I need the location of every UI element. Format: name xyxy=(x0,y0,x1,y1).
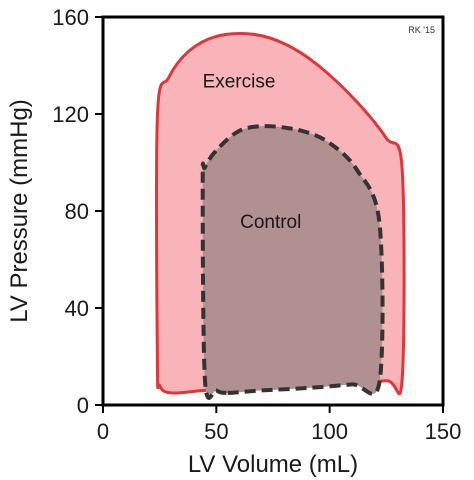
y-tick-label: 120 xyxy=(52,102,89,127)
x-axis-label: LV Volume (mL) xyxy=(188,451,358,478)
exercise-label: Exercise xyxy=(203,71,276,92)
y-tick-label: 40 xyxy=(65,296,89,321)
axis-ticks: 0 50 100 150 0 40 80 120 160 xyxy=(52,5,461,444)
x-tick-label: 0 xyxy=(97,419,109,444)
y-tick-label: 80 xyxy=(65,199,89,224)
x-tick-label: 50 xyxy=(204,419,228,444)
x-tick-label: 150 xyxy=(425,419,462,444)
y-tick-label: 0 xyxy=(77,393,89,418)
y-tick-label: 160 xyxy=(52,5,89,30)
control-loop xyxy=(200,124,385,400)
watermark-text: RK '15 xyxy=(408,25,435,35)
loop-annotations: Exercise Control xyxy=(203,71,302,233)
pv-loops xyxy=(155,31,406,400)
control-label: Control xyxy=(240,212,301,233)
x-tick-label: 100 xyxy=(311,419,348,444)
y-axis-label: LV Pressure (mmHg) xyxy=(6,99,33,323)
